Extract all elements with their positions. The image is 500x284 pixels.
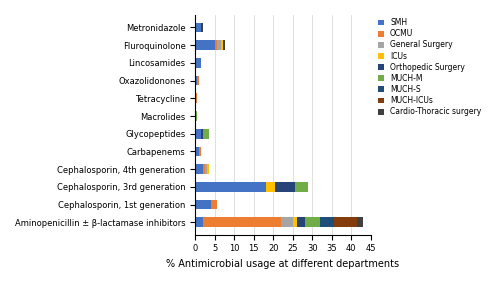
Bar <box>203 129 209 139</box>
Bar <box>266 182 276 192</box>
Bar <box>205 164 207 174</box>
Bar <box>281 218 293 227</box>
Bar <box>196 111 198 121</box>
X-axis label: % Antimicrobial usage at different departments: % Antimicrobial usage at different depar… <box>166 259 400 269</box>
Bar <box>196 22 201 32</box>
Bar <box>199 147 201 156</box>
Bar <box>196 218 203 227</box>
Bar <box>196 129 201 139</box>
Bar <box>295 182 308 192</box>
Bar <box>320 218 334 227</box>
Bar <box>293 218 296 227</box>
Bar <box>196 147 199 156</box>
Bar <box>196 93 198 103</box>
Bar <box>203 164 205 174</box>
Bar <box>211 200 217 210</box>
Bar <box>196 200 211 210</box>
Bar <box>201 129 203 139</box>
Bar <box>334 218 357 227</box>
Bar <box>198 76 199 85</box>
Bar <box>304 218 320 227</box>
Legend: SMH, OCMU, General Surgery, ICUs, Orthopedic Surgery, MUCH-M, MUCH-S, MUCH-ICUs,: SMH, OCMU, General Surgery, ICUs, Orthop… <box>376 17 483 118</box>
Bar <box>357 218 363 227</box>
Bar <box>276 182 295 192</box>
Bar <box>196 164 203 174</box>
Bar <box>203 218 281 227</box>
Bar <box>217 40 220 50</box>
Bar <box>196 40 215 50</box>
Bar <box>207 164 209 174</box>
Bar <box>196 182 266 192</box>
Bar <box>196 58 201 68</box>
Bar <box>215 40 217 50</box>
Bar <box>196 76 198 85</box>
Bar <box>201 22 203 32</box>
Bar <box>220 40 222 50</box>
Bar <box>222 40 224 50</box>
Bar <box>296 218 304 227</box>
